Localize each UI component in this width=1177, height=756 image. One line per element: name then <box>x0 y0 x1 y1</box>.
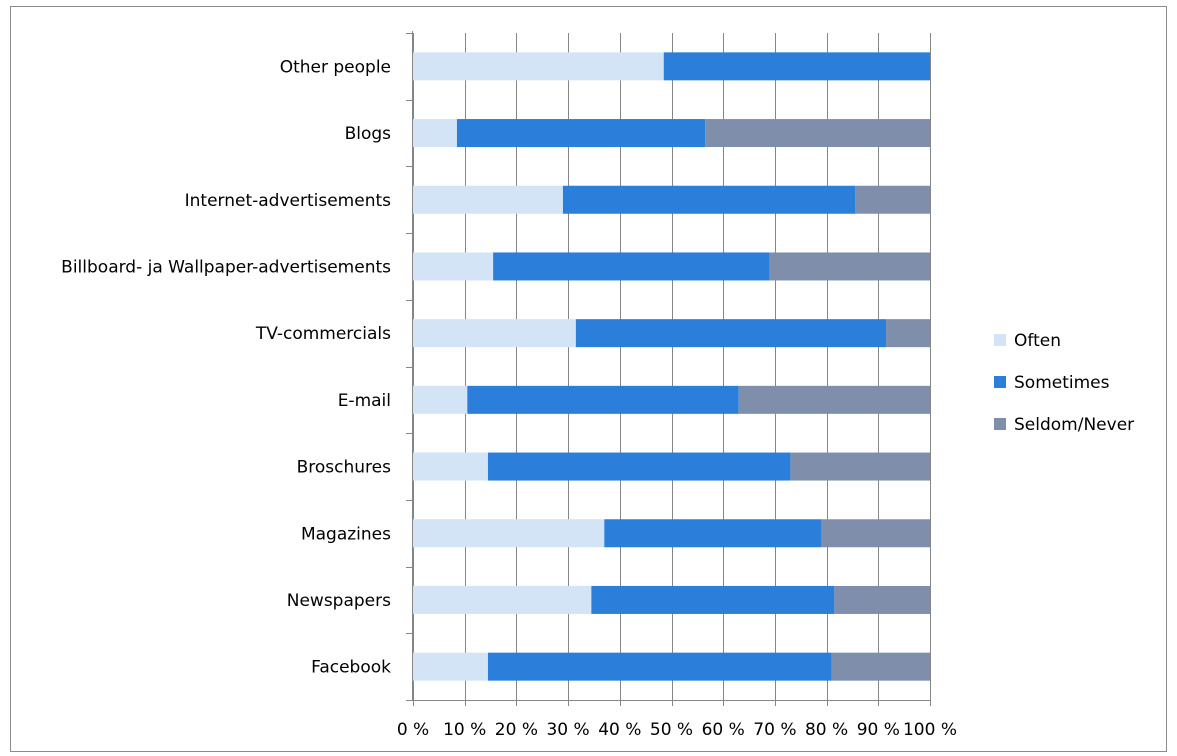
chart-border <box>10 6 1167 752</box>
legend-label-seldom-never: Seldom/Never <box>1014 415 1134 435</box>
bar-group-newspapers <box>413 585 930 614</box>
x-tick-label-0: 0 % <box>397 720 429 740</box>
bar-e-mail-often <box>413 385 468 414</box>
bar-group-blogs <box>413 119 930 148</box>
bar-magazines-often <box>413 519 605 548</box>
category-labels: Other people Blogs Internet-advertisements… <box>61 57 391 677</box>
bar-group-facebook <box>413 652 930 681</box>
bar-magazines-seldom-never <box>821 519 930 548</box>
bar-other-people-often <box>413 52 664 81</box>
bar-broschures-sometimes <box>487 452 791 481</box>
x-tick-label-30: 30 % <box>546 720 589 740</box>
bar-newspapers-often <box>413 585 592 614</box>
bar-tv-commercials-often <box>413 319 576 348</box>
legend-swatch-seldom-never <box>994 418 1006 430</box>
bar-group-other-people <box>413 52 930 81</box>
x-tick-label-50: 50 % <box>650 720 693 740</box>
bar-group-magazines <box>413 519 930 548</box>
bar-blogs-sometimes <box>456 119 706 148</box>
bars <box>413 52 930 681</box>
category-label-newspapers: Newspapers <box>287 591 391 611</box>
bar-newspapers-seldom-never <box>834 585 930 614</box>
x-tick-label-90: 90 % <box>857 720 900 740</box>
category-label-internet-advertisements: Internet-advertisements <box>185 191 392 211</box>
bar-group-e-mail <box>413 385 930 414</box>
bar-magazines-sometimes <box>604 519 822 548</box>
x-tick-label-70: 70 % <box>753 720 796 740</box>
axes <box>406 31 930 701</box>
x-tick-label-80: 80 % <box>805 720 848 740</box>
bar-billboard-ja-wallpaper-advertisements-often <box>413 252 494 281</box>
legend-item-sometimes: Sometimes <box>994 373 1110 393</box>
legend: Often Sometimes Seldom/Never <box>994 331 1134 435</box>
bar-group-broschures <box>413 452 930 481</box>
x-tick-label-100: 100 % <box>903 720 957 740</box>
category-label-facebook: Facebook <box>311 658 391 678</box>
x-tick-label-40: 40 % <box>598 720 641 740</box>
category-label-magazines: Magazines <box>301 524 391 544</box>
bar-facebook-seldom-never <box>831 652 930 681</box>
category-label-e-mail: E-mail <box>338 391 391 411</box>
legend-label-sometimes: Sometimes <box>1014 373 1110 393</box>
bar-internet-advertisements-sometimes <box>562 185 856 214</box>
legend-swatch-sometimes <box>994 376 1006 388</box>
legend-swatch-often <box>994 334 1006 346</box>
bar-newspapers-sometimes <box>591 585 835 614</box>
bar-facebook-sometimes <box>487 652 832 681</box>
category-label-broschures: Broschures <box>297 458 392 478</box>
bar-internet-advertisements-seldom-never <box>855 185 930 214</box>
bar-internet-advertisements-often <box>413 185 563 214</box>
x-tick-label-20: 20 % <box>495 720 538 740</box>
bar-tv-commercials-sometimes <box>575 319 887 348</box>
x-tick-labels: 0 % 10 % 20 % 30 % 40 % 50 % 60 % 70 % 80 % 90 % 1… <box>397 720 957 740</box>
bar-billboard-ja-wallpaper-advertisements-seldom-never <box>769 252 930 281</box>
bar-broschures-seldom-never <box>790 452 930 481</box>
legend-item-often: Often <box>994 331 1061 351</box>
category-label-billboard-ja-wallpaper-advertisements: Billboard- ja Wallpaper-advertisements <box>61 257 391 277</box>
legend-label-often: Often <box>1014 331 1061 351</box>
bar-facebook-often <box>413 652 488 681</box>
x-tick-label-60: 60 % <box>702 720 745 740</box>
bar-group-billboard-ja-wallpaper-advertisements <box>413 252 930 281</box>
legend-item-seldom-never: Seldom/Never <box>994 415 1134 435</box>
x-tick-label-10: 10 % <box>443 720 486 740</box>
bar-blogs-often <box>413 119 457 148</box>
bar-blogs-seldom-never <box>705 119 930 148</box>
bar-broschures-often <box>413 452 488 481</box>
category-label-blogs: Blogs <box>345 124 392 144</box>
bar-billboard-ja-wallpaper-advertisements-sometimes <box>493 252 770 281</box>
chart-frame <box>10 6 1167 752</box>
bar-e-mail-sometimes <box>467 385 739 414</box>
bar-other-people-sometimes <box>663 52 930 81</box>
bar-group-internet-advertisements <box>413 185 930 214</box>
bar-e-mail-seldom-never <box>738 385 930 414</box>
category-label-other-people: Other people <box>280 57 391 77</box>
category-label-tv-commercials: TV-commercials <box>255 324 391 344</box>
bar-group-tv-commercials <box>413 319 930 348</box>
bar-tv-commercials-seldom-never <box>886 319 930 348</box>
